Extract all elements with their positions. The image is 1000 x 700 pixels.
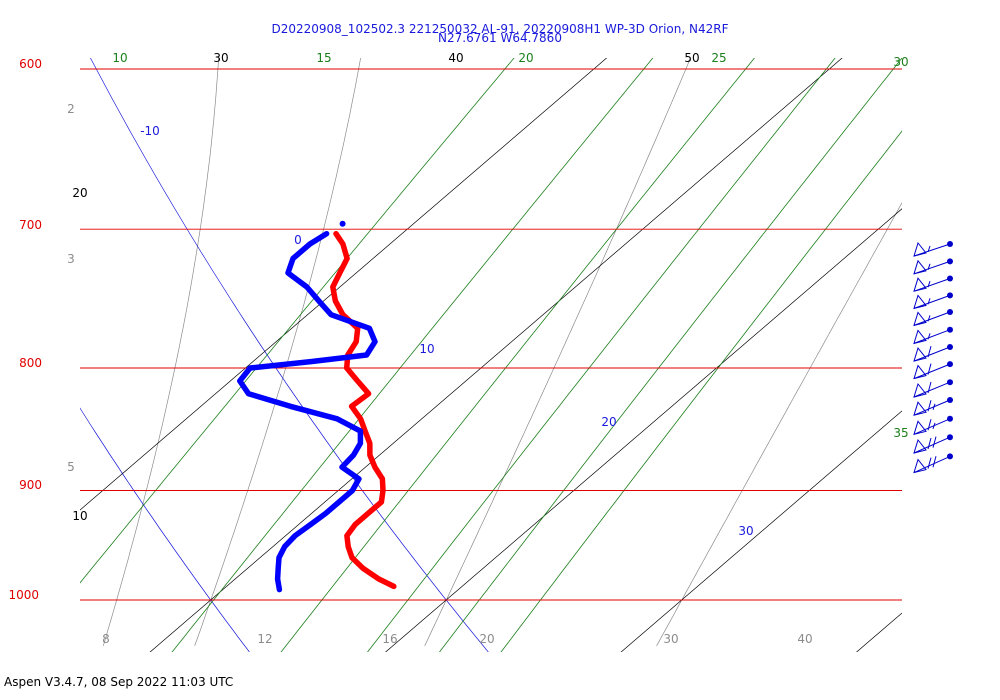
moist-adiabat-label-8: 8 [102,632,110,646]
isotherm-40 [620,410,902,652]
moist-adiabat-label-40: 40 [797,632,812,646]
dry-adiabat-label-30: 30 [738,524,753,538]
isotherm-label-30: 30 [213,51,228,65]
dry-adiabat-label-0: 0 [294,233,302,247]
isotherm-10 [80,58,608,511]
mixing-ratio-label-10: 10 [112,51,127,65]
pressure-label-1000: 1000 [8,588,39,602]
moist-adiabat-40 [656,202,902,646]
moist-adiabat-label-20: 20 [479,632,494,646]
dry-adiabat-label-10: 10 [419,342,434,356]
pressure-label-800: 800 [19,356,42,370]
wind-barbs [913,241,953,474]
dewpoint-top-marker [339,220,346,227]
sounding-traces [237,220,397,593]
header-line-1: D20220908_102502.3 221250032 AL-91, 2022… [271,22,728,36]
footer-version-timestamp: Aspen V3.4.7, 08 Sep 2022 11:03 UTC [4,675,233,689]
dry-adiabat-20 [80,407,250,652]
mixing-ratio-label-15: 15 [316,51,331,65]
isobar-lines [80,68,902,601]
mixing-ratio-line-25 [367,58,836,652]
wind-barb [913,453,953,474]
wind-barb [913,415,953,436]
dry-adiabat-label-minus-10: -10 [140,124,160,138]
moist-adiabat-16 [102,58,219,646]
dry-adiabat-lines [80,58,489,652]
moist-adiabat-label-16: 16 [382,632,397,646]
wind-barb [913,361,953,380]
temperature-trace [330,230,397,590]
isotherm-lines [80,58,902,652]
mixing-ratio-label-20: 20 [518,51,533,65]
mixing-ratio-lines [80,58,902,652]
dewpoint-trace [237,230,378,593]
mixing-ratio-line-20 [280,58,755,652]
wind-barb [913,258,953,275]
moist-adiabat-lines [102,58,902,646]
wind-barb [913,241,953,257]
moist-adiabat-20 [194,58,361,646]
pressure-label-900: 900 [19,478,42,492]
dry-adiabat-30 [90,58,489,652]
wind-barb [913,326,953,345]
mixing-ratio-label-25: 25 [711,51,726,65]
moist-adiabat-label-2: 2 [67,102,75,116]
moist-adiabat-label-30: 30 [663,632,678,646]
dry-adiabat-labels: -10 0 10 20 30 [140,124,753,538]
mixing-ratio-line-35 [500,130,902,652]
isotherm-labels: 10 20 30 40 50 [72,51,699,523]
wind-barb [913,434,953,454]
wind-barb [913,379,953,398]
isotherm-30 [385,208,902,652]
wind-barb [913,292,953,310]
wind-barb [913,397,953,416]
isotherm-label-40: 40 [448,51,463,65]
mixing-ratio-labels: 10 15 20 25 30 35 [112,51,908,440]
wind-barb [913,344,953,362]
isotherm-label-10: 10 [72,509,87,523]
mixing-ratio-line-10 [80,58,515,584]
isotherm-label-50: 50 [684,51,699,65]
mixing-ratio-label-30: 30 [893,55,908,69]
header-line-2: N27.6761 W64.7860 [438,31,562,45]
moist-adiabat-labels: 2 3 5 8 12 16 20 30 40 [67,102,812,646]
moist-adiabat-30 [424,58,691,646]
moist-adiabat-label-5: 5 [67,460,75,474]
wind-barb [913,309,953,327]
mixing-ratio-label-35: 35 [893,426,908,440]
moist-adiabat-label-12: 12 [257,632,272,646]
isotherm-20 [149,58,843,652]
pressure-label-600: 600 [19,57,42,71]
dry-adiabat-label-20: 20 [601,415,616,429]
mixing-ratio-line-15 [171,58,654,652]
pressure-label-700: 700 [19,218,42,232]
moist-adiabat-label-3: 3 [67,252,75,266]
pressure-labels: 600 700 800 900 1000 [8,57,42,602]
mixing-ratio-line-30 [439,58,902,652]
wind-barb [913,275,953,292]
isotherm-label-20: 20 [72,186,87,200]
